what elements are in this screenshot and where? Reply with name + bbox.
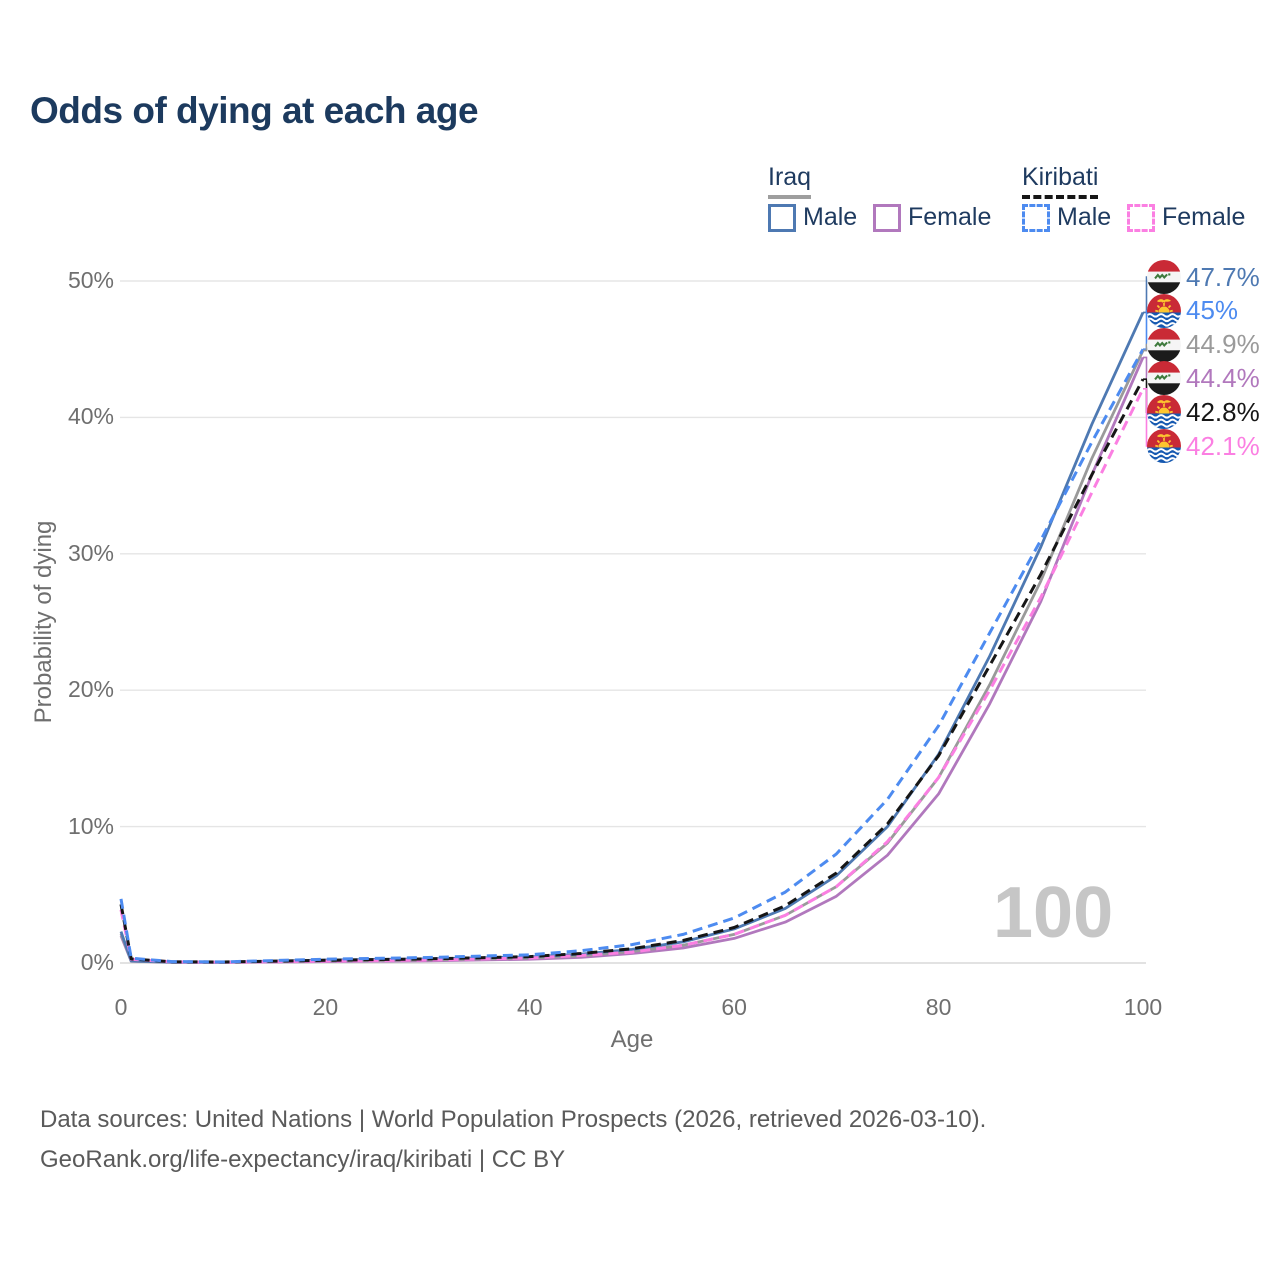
x-tick-0: 0 xyxy=(114,994,128,1020)
legend-swatch-icon xyxy=(873,203,901,232)
end-label-iraq-male: 47.7% xyxy=(1147,260,1260,294)
end-label-kiribati-female: 42.1% xyxy=(1147,429,1260,463)
series-line-kiribati-both-sexes xyxy=(119,378,1145,964)
legend-item-label: Female xyxy=(908,203,992,231)
legend-item-label: Male xyxy=(1057,203,1112,231)
footer-license: GeoRank.org/life-expectancy/iraq/kiribat… xyxy=(40,1146,566,1173)
x-tick-20: 20 xyxy=(312,994,339,1020)
x-axis-title: Age xyxy=(610,1026,654,1053)
legend-item-iraq-male[interactable]: Male xyxy=(768,203,857,232)
series-lines xyxy=(119,311,1145,964)
kiribati-flag-icon xyxy=(1147,395,1181,429)
legend-swatch-icon xyxy=(1127,203,1155,232)
y-tick-20: 20% xyxy=(67,676,114,703)
age-watermark: 100 xyxy=(993,873,1114,953)
end-label-value: 45% xyxy=(1186,295,1239,326)
x-tick-100: 100 xyxy=(1123,994,1163,1020)
series-line-iraq-female xyxy=(119,356,1145,964)
legend-item-label: Male xyxy=(803,203,858,231)
iraq-flag-icon xyxy=(1147,361,1181,395)
gridlines xyxy=(120,280,1146,964)
legend-item-kiribati-female[interactable]: Female xyxy=(1127,203,1245,232)
legend-item-iraq-female[interactable]: Female xyxy=(873,203,991,232)
iraq-flag-icon xyxy=(1147,260,1181,294)
y-tick-40: 40% xyxy=(67,403,114,430)
legend-item-kiribati-male[interactable]: Male xyxy=(1022,203,1111,232)
y-tick-50: 50% xyxy=(67,267,114,293)
y-tick-0: 0% xyxy=(80,949,114,975)
end-label-value: 47.7% xyxy=(1186,261,1260,292)
end-label-value: 44.4% xyxy=(1186,362,1260,393)
footer-sources: Data sources: United Nations | World Pop… xyxy=(40,1106,987,1133)
x-tick-40: 40 xyxy=(517,994,543,1020)
y-tick-30: 30% xyxy=(67,539,114,566)
series-line-iraq-male xyxy=(119,311,1145,964)
end-label-value: 44.9% xyxy=(1186,329,1260,360)
legend-swatch-icon xyxy=(768,203,796,232)
end-label-value: 42.1% xyxy=(1186,430,1260,461)
x-tick-60: 60 xyxy=(721,994,747,1020)
legend-item-label: Female xyxy=(1162,203,1246,231)
series-line-kiribati-male xyxy=(119,348,1145,964)
page-title: Odds of dying at each age xyxy=(30,90,479,131)
x-tick-80: 80 xyxy=(925,994,952,1020)
legend-group-kiribati[interactable]: Kiribati xyxy=(1022,163,1099,199)
end-label-iraq-both-sexes: 44.9% xyxy=(1147,328,1260,362)
y-tick-10: 10% xyxy=(67,812,114,839)
end-label-kiribati-male: 45% xyxy=(1147,294,1238,328)
series-line-kiribati-female xyxy=(119,388,1145,964)
iraq-flag-icon xyxy=(1147,328,1181,362)
end-label-kiribati-both-sexes: 42.8% xyxy=(1147,395,1260,429)
end-label-iraq-female: 44.4% xyxy=(1147,361,1260,395)
legend-group-iraq[interactable]: Iraq xyxy=(768,163,812,199)
legend-swatch-icon xyxy=(1022,203,1050,232)
kiribati-flag-icon xyxy=(1147,429,1181,463)
end-label-value: 42.8% xyxy=(1186,396,1260,427)
kiribati-flag-icon xyxy=(1147,294,1181,328)
